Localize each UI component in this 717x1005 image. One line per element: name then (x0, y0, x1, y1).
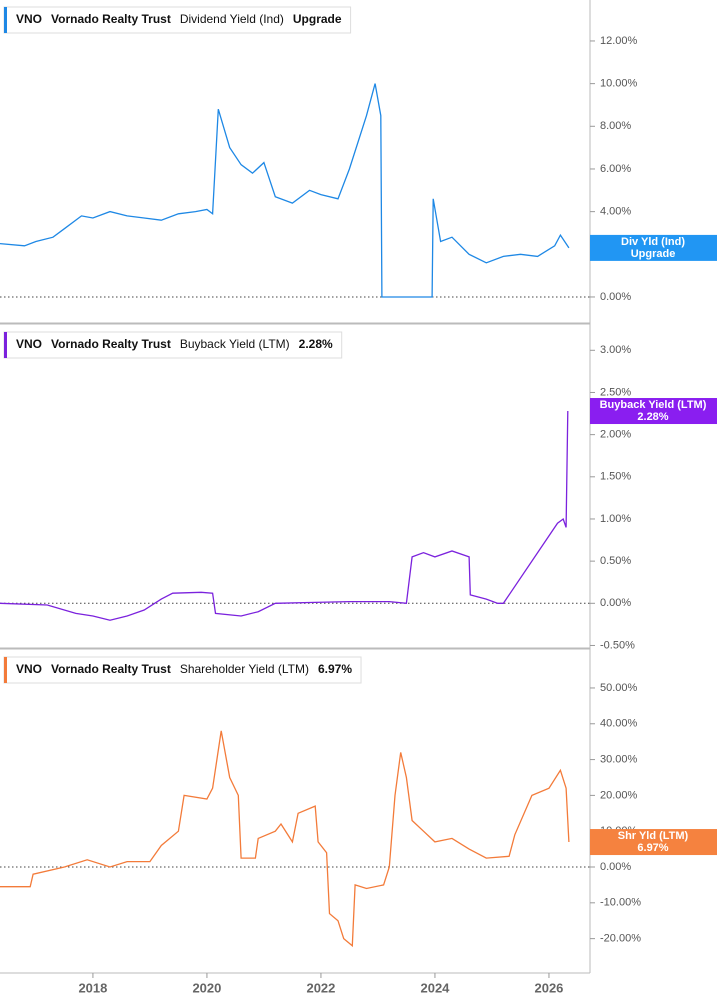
series-line (0, 410, 569, 621)
value-tag-label: Div Yld (Ind) (621, 236, 685, 248)
x-tick-label: 2018 (78, 980, 107, 995)
legend-text: Buyback Yield (LTM) (180, 337, 290, 351)
legend-text: Vornado Realty Trust (51, 337, 171, 351)
value-tag (590, 829, 717, 856)
y-tick-label: -20.00% (600, 933, 641, 945)
y-tick-label: -0.50% (600, 639, 635, 651)
value-tag-value: Upgrade (631, 248, 676, 260)
legend-swatch (4, 7, 7, 33)
y-tick-label: 50.00% (600, 682, 638, 694)
y-tick-label: 0.00% (600, 597, 631, 609)
y-tick-label: 2.50% (600, 386, 631, 398)
value-tag-value: 6.97% (637, 842, 668, 854)
legend-text: Shareholder Yield (LTM) (180, 662, 309, 676)
series-line (0, 83, 570, 298)
y-tick-label: -10.00% (600, 897, 641, 909)
y-tick-label: 40.00% (600, 718, 638, 730)
y-tick-label: 0.50% (600, 555, 631, 567)
legend-box (3, 331, 343, 359)
legend-box (3, 656, 362, 684)
legend-text: 6.97% (318, 662, 352, 676)
y-tick-label: 4.00% (600, 206, 631, 218)
y-tick-label: 0.00% (600, 861, 631, 873)
series-line (0, 730, 570, 948)
y-tick-label: 12.00% (600, 35, 638, 47)
value-tag (590, 234, 717, 261)
legend-text: Upgrade (293, 12, 342, 26)
value-tag-label: Buyback Yield (LTM) (600, 399, 707, 411)
y-tick-label: 0.00% (600, 291, 631, 303)
y-tick-label: 2.00% (600, 429, 631, 441)
y-tick-label: 20.00% (600, 789, 638, 801)
y-tick-label: 10.00% (600, 78, 638, 90)
legend-text: VNO (16, 662, 42, 676)
legend-swatch (4, 332, 7, 358)
y-tick-label: 6.00% (600, 163, 631, 175)
y-tick-label: 8.00% (600, 120, 631, 132)
legend-text: VNO (16, 337, 42, 351)
y-tick-label: 1.50% (600, 471, 631, 483)
y-tick-label: 30.00% (600, 753, 638, 765)
legend-swatch (4, 657, 7, 683)
legend-text: 2.28% (299, 337, 333, 351)
legend-text: Dividend Yield (Ind) (180, 12, 284, 26)
value-tag-label: Shr Yld (LTM) (618, 830, 689, 842)
y-tick-label: 1.00% (600, 513, 631, 525)
value-tag-value: 2.28% (637, 411, 668, 423)
legend-text: Vornado Realty Trust (51, 662, 171, 676)
x-tick-label: 2024 (420, 980, 450, 995)
legend-text: VNO (16, 12, 42, 26)
x-tick-label: 2026 (534, 980, 563, 995)
y-tick-label: 3.00% (600, 344, 631, 356)
x-tick-label: 2022 (306, 980, 335, 995)
legend-text: Vornado Realty Trust (51, 12, 171, 26)
value-tag (590, 398, 717, 425)
x-tick-label: 2020 (192, 980, 221, 995)
